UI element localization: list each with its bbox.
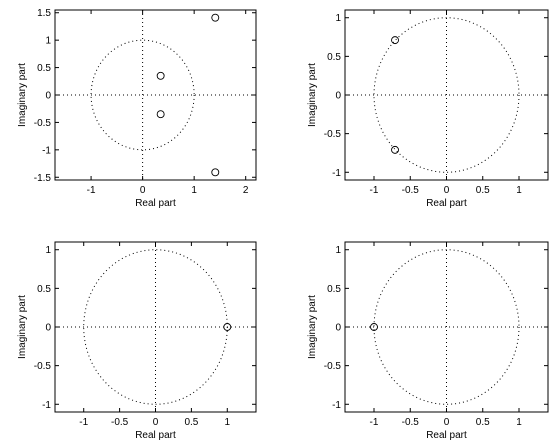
chart-1-zero-marker — [211, 13, 220, 22]
chart-3-y-tick-label: 1 — [45, 245, 51, 256]
chart-1-unit-circle — [90, 39, 195, 151]
chart-3-x-tick-label: 0 — [153, 417, 159, 428]
chart-top-left: -1 0 1 2 -1.5 -1 -0.5 0 0.5 1 1.5 Real part Imaginar… — [17, 8, 257, 209]
chart-2-y-tick-label: 0.5 — [327, 52, 341, 63]
chart-2-y-axis-label: Imaginary part — [307, 63, 318, 127]
chart-3-y-tick-label: 0 — [45, 323, 51, 334]
chart-4-x-tick-label: 0.5 — [476, 417, 490, 428]
chart-1-y-tick-label: 0.5 — [37, 63, 51, 74]
chart-top-right: -1 -0.5 0 0.5 1 -1 -0.5 0 0.5 1 Real part Imaginary… — [307, 9, 549, 209]
chart-1-y-tick-label: 1 — [45, 36, 51, 47]
chart-1-x-tick-label: 0 — [140, 185, 146, 196]
chart-2-y-tick-label: 1 — [335, 13, 341, 24]
chart-4-x-tick-label: -0.5 — [402, 417, 420, 428]
chart-1-y-tick-label: -1.5 — [34, 173, 52, 184]
chart-1-y-tick-label: 1.5 — [37, 8, 51, 19]
chart-4-y-tick-label: 0.5 — [327, 284, 341, 295]
chart-2-x-axis-label: Real part — [426, 198, 467, 209]
chart-1-y-axis-label: Imaginary part — [17, 63, 28, 127]
chart-4-y-axis-label: Imaginary part — [307, 295, 318, 359]
chart-1-zero-marker — [156, 71, 165, 80]
chart-2-y-tick-label: -1 — [332, 168, 341, 179]
chart-1-y-tick-label: -1 — [42, 145, 51, 156]
chart-3-x-tick-label: -0.5 — [111, 417, 129, 428]
chart-3-x-tick-label: -1 — [79, 417, 88, 428]
chart-4-y-tick-label: -1 — [332, 400, 341, 411]
chart-4-y-tick-label: 0 — [335, 323, 341, 334]
chart-3-x-tick-label: 1 — [225, 417, 231, 428]
chart-2-x-tick-label: 0.5 — [476, 185, 490, 196]
chart-4-unit-circle — [373, 249, 520, 405]
chart-3-x-axis-label: Real part — [135, 430, 176, 441]
chart-4-x-tick-label: 0 — [444, 417, 450, 428]
chart-3-zero-marker — [223, 323, 232, 331]
chart-1-x-tick-label: 2 — [243, 185, 249, 196]
chart-4-y-tick-label: -0.5 — [324, 361, 342, 372]
chart-4-y-tick-label: 1 — [335, 245, 341, 256]
chart-bottom-left: -1 -0.5 0 0.5 1 -1 -0.5 0 0.5 1 Real part Imaginary… — [17, 241, 257, 441]
chart-1-x-axis-label: Real part — [135, 198, 176, 209]
chart-1-zero-marker — [211, 168, 220, 177]
chart-1-zero-marker — [156, 110, 165, 119]
chart-3-x-tick-label: 0.5 — [184, 417, 198, 428]
chart-2-unit-circle — [373, 17, 520, 173]
chart-3-y-axis-label: Imaginary part — [17, 295, 28, 359]
chart-1-y-tick-label: -0.5 — [34, 118, 52, 129]
chart-3-y-tick-label: -0.5 — [34, 361, 52, 372]
chart-4-x-tick-label: 1 — [516, 417, 522, 428]
chart-4-zero-marker — [370, 323, 378, 331]
chart-bottom-right: -1 -0.5 0 0.5 1 -1 -0.5 0 0.5 1 Real part Imaginary… — [307, 241, 549, 441]
chart-2-x-tick-label: 0 — [444, 185, 450, 196]
chart-3-unit-circle — [83, 249, 228, 405]
chart-2-x-tick-label: -1 — [370, 185, 379, 196]
chart-1-y-tick-label: 0 — [45, 91, 51, 102]
chart-3-y-tick-label: -1 — [42, 400, 51, 411]
chart-3-y-tick-label: 0.5 — [37, 284, 51, 295]
chart-2-y-tick-label: -0.5 — [324, 129, 342, 140]
chart-4-x-tick-label: -1 — [370, 417, 379, 428]
chart-2-zero-marker — [391, 36, 399, 45]
chart-2-x-tick-label: -0.5 — [402, 185, 420, 196]
chart-2-y-tick-label: 0 — [335, 91, 341, 102]
chart-2-x-tick-label: 1 — [516, 185, 522, 196]
chart-1-x-tick-label: 1 — [191, 185, 197, 196]
chart-4-x-axis-label: Real part — [426, 430, 467, 441]
chart-1-x-tick-label: -1 — [87, 185, 96, 196]
chart-2-zero-marker — [391, 145, 399, 154]
